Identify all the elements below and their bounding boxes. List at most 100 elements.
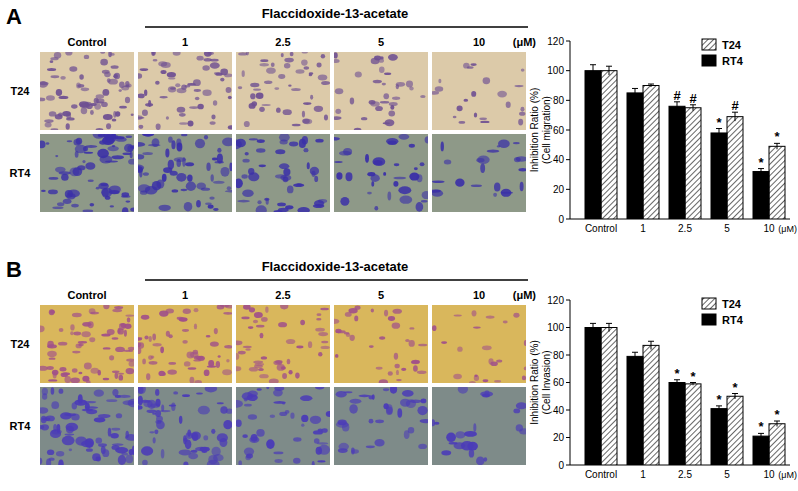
cell — [138, 142, 145, 147]
cell — [50, 60, 54, 63]
cell — [179, 317, 187, 321]
cell — [253, 89, 261, 91]
cell — [365, 154, 369, 163]
cell — [176, 173, 186, 182]
cell — [64, 413, 76, 416]
cell — [139, 125, 144, 129]
cell — [444, 159, 451, 164]
cell — [130, 145, 134, 149]
cell — [40, 141, 46, 149]
cell — [84, 362, 92, 369]
cell — [103, 347, 111, 349]
cell — [292, 124, 301, 127]
y-tick-label: 80 — [553, 95, 565, 106]
error-bar — [632, 88, 638, 97]
cell — [47, 351, 57, 358]
cell — [519, 112, 525, 116]
cell — [274, 87, 279, 90]
cell — [446, 433, 456, 443]
cell — [60, 367, 67, 371]
y-sublabel: (Cell Invasion) — [541, 351, 552, 415]
micrograph-bg — [236, 52, 330, 130]
cell — [112, 445, 120, 450]
cell — [186, 432, 193, 439]
cell — [121, 86, 129, 90]
cell — [183, 462, 188, 465]
cell — [229, 163, 232, 172]
cell — [383, 122, 390, 124]
error-bar — [632, 352, 638, 360]
cell — [398, 186, 411, 194]
cell — [369, 419, 374, 424]
image-panel: AFlaccidoxide-13-acetateControl12.5510(μ… — [6, 4, 536, 216]
cell — [374, 206, 378, 211]
cell — [293, 183, 304, 187]
cell — [256, 325, 265, 328]
x-unit: (μM) — [778, 470, 797, 480]
cell — [388, 316, 395, 321]
cell — [369, 395, 374, 399]
cell — [182, 157, 185, 167]
cell — [53, 372, 57, 379]
cell — [498, 139, 510, 147]
cell — [256, 93, 264, 99]
cell — [238, 351, 246, 355]
micrograph — [40, 387, 134, 465]
cell — [242, 434, 248, 438]
cell — [321, 54, 325, 59]
cell — [156, 179, 164, 188]
cell — [388, 141, 397, 145]
cell — [472, 310, 477, 316]
cell — [249, 307, 255, 312]
cell — [396, 82, 405, 87]
cell — [152, 52, 156, 56]
cell — [282, 402, 285, 404]
cell — [195, 139, 205, 149]
cell — [148, 100, 151, 107]
cell — [276, 108, 281, 113]
cell — [471, 185, 482, 188]
cell — [225, 190, 232, 192]
cell — [285, 410, 290, 414]
cell — [253, 320, 258, 323]
cell — [166, 116, 169, 120]
cell — [457, 347, 462, 352]
cell — [392, 323, 401, 329]
micrograph-bg — [432, 52, 526, 130]
y-tick — [566, 437, 570, 438]
cell — [480, 164, 485, 173]
cell — [46, 142, 50, 145]
cell — [156, 421, 165, 430]
micrograph-bg — [40, 305, 134, 383]
cell — [513, 313, 519, 318]
cell — [203, 435, 208, 440]
cell — [242, 159, 249, 163]
cell — [96, 99, 105, 103]
cell — [74, 139, 81, 146]
significance: * — [690, 369, 696, 384]
cell — [236, 179, 243, 189]
cell — [220, 69, 228, 76]
cell — [213, 181, 225, 184]
annotations: ****** — [674, 366, 780, 435]
cell — [222, 138, 232, 147]
cell — [94, 417, 106, 422]
cell — [208, 360, 214, 367]
cell — [223, 312, 232, 315]
cell — [47, 68, 56, 71]
y-tick-label: 0 — [558, 460, 564, 471]
cell — [259, 107, 265, 112]
cell — [41, 424, 49, 430]
cell — [152, 138, 160, 147]
legend-swatch — [702, 55, 716, 66]
cell — [116, 413, 122, 418]
cell — [441, 341, 447, 344]
cell — [90, 203, 95, 207]
cell — [109, 185, 121, 193]
legend-label: T24 — [722, 39, 742, 51]
cell — [81, 107, 88, 114]
cell — [259, 374, 268, 378]
cell — [242, 190, 253, 198]
cell — [210, 341, 219, 346]
cell — [66, 193, 75, 199]
